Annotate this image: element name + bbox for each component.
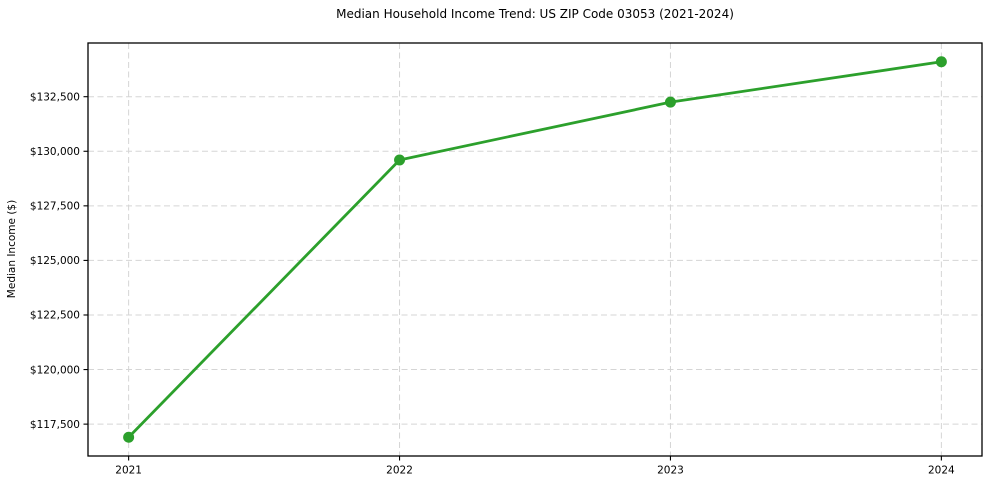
y-tick-label: $120,000 [30, 364, 80, 376]
y-axis-label: Median Income ($) [6, 200, 18, 298]
data-point-marker [123, 431, 135, 443]
y-tick-label: $125,000 [30, 255, 80, 267]
data-point-marker [664, 96, 676, 108]
x-tick-label: 2024 [928, 465, 955, 477]
data-line [127, 60, 943, 439]
y-tick-label: $117,500 [30, 419, 80, 431]
y-tick-label: $127,500 [30, 201, 80, 213]
x-tick-label: 2023 [657, 465, 684, 477]
y-tick-label: $132,500 [30, 91, 80, 103]
x-tick-label: 2021 [115, 465, 142, 477]
plot-area: $117,500 $120,000 $122,500 $125,000 $127,500… [30, 42, 983, 477]
x-tick-label: 2022 [386, 465, 413, 477]
y-tick-label: $130,000 [30, 146, 80, 158]
y-tick-label: $122,500 [30, 310, 80, 322]
plot-border [87, 42, 983, 457]
data-point-marker [935, 56, 947, 68]
data-point-marker [394, 154, 406, 166]
chart-title: Median Household Income Trend: US ZIP Co… [336, 7, 734, 21]
